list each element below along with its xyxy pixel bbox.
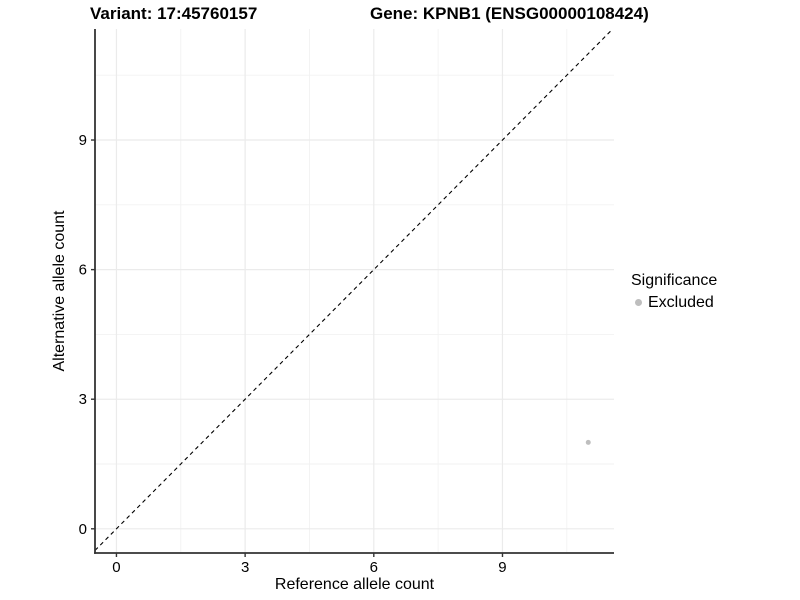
legend-title: Significance <box>631 272 718 289</box>
y-tick-label: 6 <box>79 262 87 279</box>
gene-title: Gene: KPNB1 (ENSG00000108424) <box>370 4 649 23</box>
x-tick-label: 9 <box>498 559 506 576</box>
y-axis-title: Alternative allele count <box>51 210 68 372</box>
identity-dashed-line <box>94 28 614 551</box>
y-tick-label: 0 <box>79 521 87 538</box>
x-tick-label: 0 <box>112 559 120 576</box>
x-tick-label: 3 <box>241 559 249 576</box>
y-tick-label: 9 <box>79 132 87 149</box>
x-tick-label: 6 <box>370 559 378 576</box>
x-axis-title: Reference allele count <box>274 576 435 593</box>
data-point <box>585 439 591 445</box>
variant-title: Variant: 17:45760157 <box>90 4 258 23</box>
legend-item-label: Excluded <box>648 293 714 311</box>
y-tick-label: 3 <box>79 391 87 408</box>
excluded-point-swatch-icon <box>635 299 642 306</box>
legend: Significance Excluded <box>631 271 717 312</box>
legend-item-excluded: Excluded <box>631 293 717 312</box>
